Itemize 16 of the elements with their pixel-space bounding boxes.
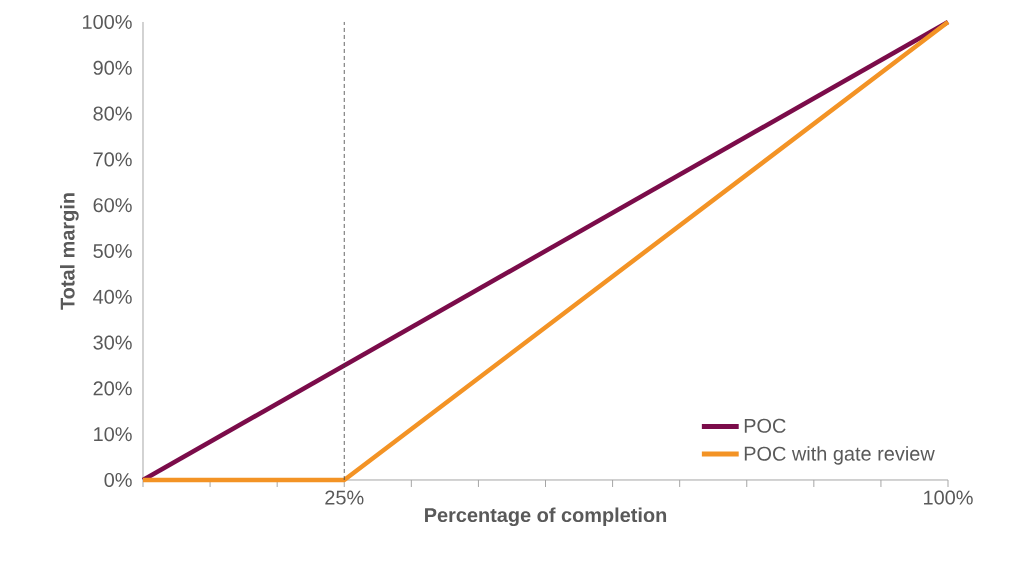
legend-label: POC	[744, 418, 786, 433]
y-tick-label: 100%	[83, 14, 132, 30]
y-axis-title: Total margin	[60, 193, 79, 310]
y-tick-label: 70%	[93, 152, 132, 167]
y-tick-label: 20%	[93, 381, 132, 396]
y-tick-label: 50%	[93, 243, 132, 259]
x-axis-title: Percentage of completion	[425, 507, 667, 527]
y-tick-label: 80%	[93, 106, 132, 121]
y-tick-label: 30%	[93, 335, 132, 350]
y-tick-label: 0%	[104, 472, 132, 488]
y-tick-label: 10%	[94, 427, 132, 442]
x-tick-label: 25%	[325, 490, 364, 505]
y-tick-label: 90%	[93, 60, 132, 75]
y-tick-label: 60%	[93, 198, 132, 213]
y-tick-label: 40%	[93, 289, 132, 304]
legend-label: POC with gate review	[744, 446, 935, 465]
